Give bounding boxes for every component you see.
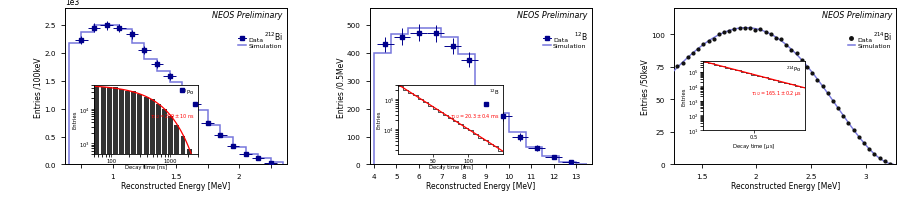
X-axis label: Reconstructed Energy [MeV]: Reconstructed Energy [MeV] (122, 181, 231, 190)
Text: $^{212}$Bi: $^{212}$Bi (264, 31, 283, 43)
Text: NEOS Preliminary: NEOS Preliminary (822, 11, 892, 20)
Text: NEOS Preliminary: NEOS Preliminary (517, 11, 587, 20)
X-axis label: Reconstructed Energy [MeV]: Reconstructed Energy [MeV] (731, 181, 840, 190)
Y-axis label: Entries /100keV: Entries /100keV (34, 57, 43, 117)
Text: NEOS Preliminary: NEOS Preliminary (213, 11, 283, 20)
Legend: Data, Simulation: Data, Simulation (543, 37, 587, 49)
Legend: Data, Simulation: Data, Simulation (848, 37, 891, 49)
Y-axis label: Entries /50keV: Entries /50keV (641, 59, 650, 115)
Text: $^{12}$B: $^{12}$B (574, 31, 587, 43)
X-axis label: Reconstructed Energy [MeV]: Reconstructed Energy [MeV] (426, 181, 535, 190)
Legend: Data, Simulation: Data, Simulation (239, 37, 282, 49)
Y-axis label: Entries /0.5MeV: Entries /0.5MeV (336, 57, 345, 117)
Text: $^{214}$Bi: $^{214}$Bi (873, 31, 892, 43)
